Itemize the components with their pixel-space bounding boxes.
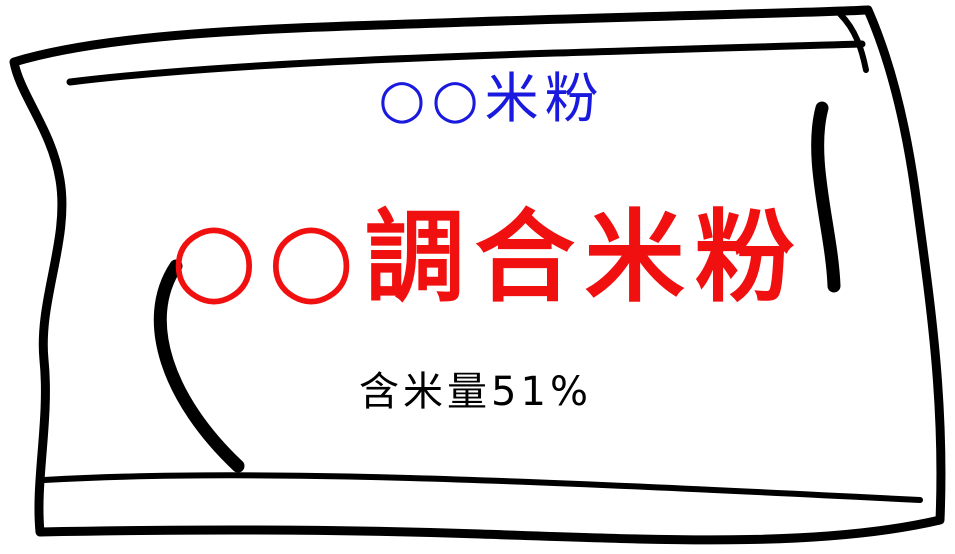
bag-corner-fold <box>837 11 869 73</box>
bag-outline <box>9 5 946 545</box>
bag-right-crease <box>811 101 841 293</box>
bag-top-hem <box>66 40 866 86</box>
bag-left-crease <box>153 259 245 473</box>
rice-content-text: 含米量51% <box>359 369 592 415</box>
brand-name-text: ○○米粉 <box>378 67 605 130</box>
product-name-text: ○○調合米粉 <box>170 199 805 316</box>
bag-bottom-hem <box>41 472 923 503</box>
